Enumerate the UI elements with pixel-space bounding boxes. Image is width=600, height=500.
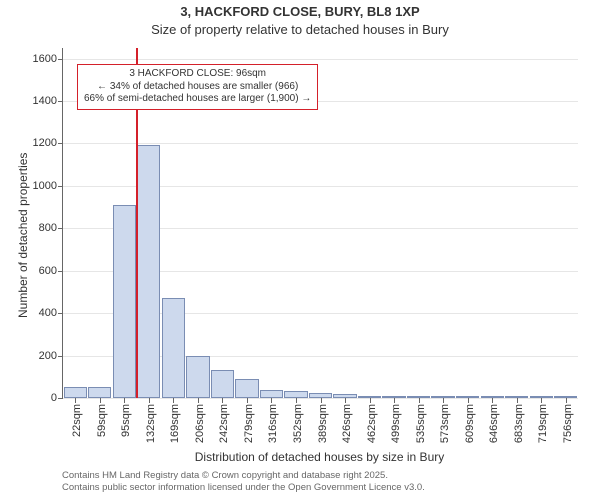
chart-title-line1: 3, HACKFORD CLOSE, BURY, BL8 1XP [0, 4, 600, 19]
xtick-label: 59sqm [96, 404, 108, 437]
xtick-label: 646sqm [488, 404, 500, 443]
xtick-mark [419, 398, 420, 403]
xtick-mark [296, 398, 297, 403]
xtick-mark [124, 398, 125, 403]
ytick-mark [58, 228, 63, 229]
xtick-label: 95sqm [120, 404, 132, 437]
ytick-mark [58, 271, 63, 272]
xtick-label: 206sqm [194, 404, 206, 443]
xtick-label: 756sqm [562, 404, 574, 443]
ytick-mark [58, 143, 63, 144]
ytick-label: 1000 [33, 180, 57, 192]
xtick-mark [222, 398, 223, 403]
plot-area: 0200400600800100012001400160022sqm59sqm9… [62, 48, 578, 399]
xtick-label: 426sqm [341, 404, 353, 443]
gridline [63, 59, 578, 60]
xtick-label: 535sqm [415, 404, 427, 443]
xtick-label: 242sqm [218, 404, 230, 443]
histogram-bar [162, 298, 185, 398]
xtick-mark [492, 398, 493, 403]
xtick-label: 683sqm [513, 404, 525, 443]
xtick-label: 352sqm [292, 404, 304, 443]
annotation-line1: 3 HACKFORD CLOSE: 96sqm [84, 68, 311, 81]
x-axis-label: Distribution of detached houses by size … [62, 450, 577, 464]
xtick-mark [345, 398, 346, 403]
ytick-mark [58, 398, 63, 399]
xtick-label: 316sqm [267, 404, 279, 443]
ytick-label: 400 [39, 307, 57, 319]
ytick-mark [58, 186, 63, 187]
xtick-label: 169sqm [169, 404, 181, 443]
xtick-mark [443, 398, 444, 403]
marker-annotation: 3 HACKFORD CLOSE: 96sqm ← 34% of detache… [77, 64, 318, 110]
xtick-mark [517, 398, 518, 403]
xtick-label: 132sqm [145, 404, 157, 443]
xtick-mark [149, 398, 150, 403]
ytick-label: 1200 [33, 137, 57, 149]
histogram-bar [260, 390, 283, 398]
credits-line1: Contains HM Land Registry data © Crown c… [62, 470, 425, 482]
histogram-bar [211, 370, 234, 398]
histogram-bar [235, 379, 258, 398]
y-axis-label: Number of detached properties [16, 153, 30, 318]
xtick-label: 22sqm [71, 404, 83, 437]
histogram-bar [284, 391, 307, 398]
xtick-mark [271, 398, 272, 403]
ytick-mark [58, 101, 63, 102]
annotation-line3: 66% of semi-detached houses are larger (… [84, 93, 311, 106]
xtick-mark [173, 398, 174, 403]
xtick-mark [370, 398, 371, 403]
credits-line2: Contains public sector information licen… [62, 482, 425, 494]
xtick-mark [566, 398, 567, 403]
ytick-label: 200 [39, 350, 57, 362]
xtick-mark [198, 398, 199, 403]
histogram-bar [186, 356, 209, 398]
ytick-label: 1600 [33, 53, 57, 65]
ytick-mark [58, 313, 63, 314]
ytick-label: 600 [39, 265, 57, 277]
xtick-mark [100, 398, 101, 403]
ytick-label: 1400 [33, 95, 57, 107]
xtick-mark [394, 398, 395, 403]
histogram-chart: 3, HACKFORD CLOSE, BURY, BL8 1XP Size of… [0, 0, 600, 500]
chart-title-line2: Size of property relative to detached ho… [0, 22, 600, 37]
xtick-label: 389sqm [317, 404, 329, 443]
xtick-mark [321, 398, 322, 403]
xtick-label: 609sqm [464, 404, 476, 443]
xtick-label: 573sqm [439, 404, 451, 443]
credits: Contains HM Land Registry data © Crown c… [62, 470, 425, 494]
histogram-bar [64, 387, 87, 398]
histogram-bar [113, 205, 136, 398]
ytick-mark [58, 356, 63, 357]
ytick-label: 0 [51, 392, 57, 404]
xtick-mark [247, 398, 248, 403]
xtick-label: 499sqm [390, 404, 402, 443]
histogram-bar [88, 387, 111, 398]
xtick-label: 279sqm [243, 404, 255, 443]
xtick-mark [468, 398, 469, 403]
xtick-label: 719sqm [537, 404, 549, 443]
xtick-mark [75, 398, 76, 403]
xtick-label: 462sqm [366, 404, 378, 443]
ytick-label: 800 [39, 222, 57, 234]
annotation-line2: ← 34% of detached houses are smaller (96… [84, 81, 311, 94]
xtick-mark [541, 398, 542, 403]
histogram-bar [137, 145, 160, 398]
ytick-mark [58, 59, 63, 60]
